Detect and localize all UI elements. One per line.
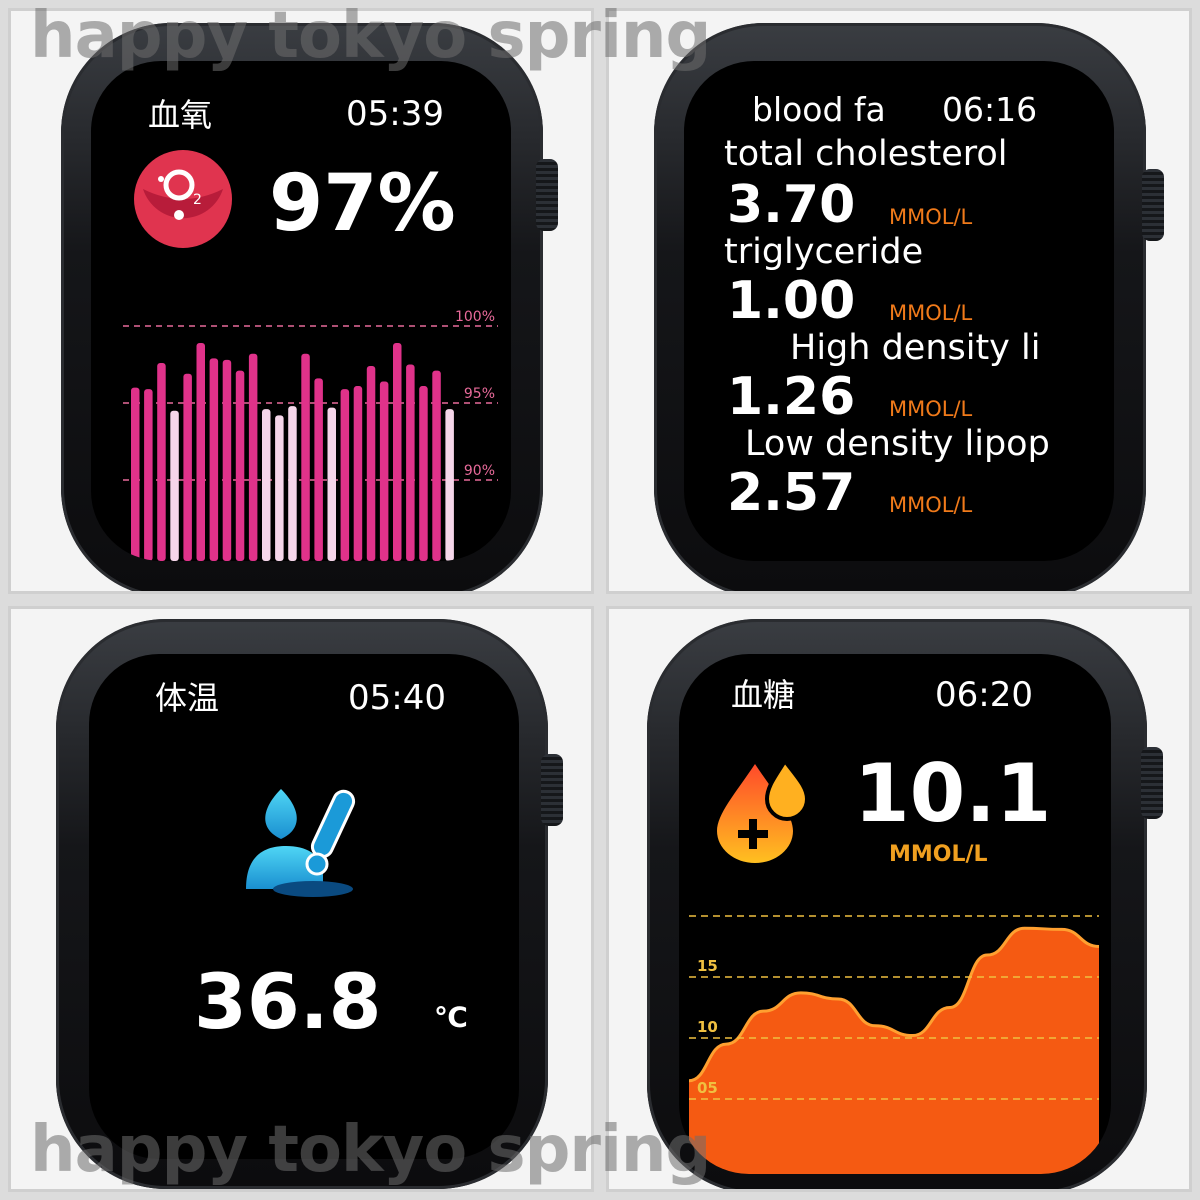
item-unit: MMOL/L — [889, 493, 973, 517]
bar — [432, 370, 441, 561]
screen-title: blood fa — [752, 90, 886, 129]
bar — [222, 359, 232, 561]
spo2-value: 97% — [269, 159, 456, 249]
item-label: triglyceride — [724, 232, 924, 272]
area-fill — [689, 928, 1099, 1174]
bar — [327, 407, 336, 561]
digital-crown[interactable] — [536, 159, 558, 231]
item-value: 1.26 — [727, 367, 856, 427]
body-thermometer-icon — [241, 784, 371, 899]
digital-crown[interactable] — [1142, 169, 1164, 241]
bar — [340, 389, 350, 561]
screen-time: 05:40 — [348, 678, 446, 718]
temperature-value: 36.8 — [194, 957, 382, 1046]
item-unit: MMOL/L — [889, 301, 973, 325]
watermark-bottom: happy tokyo spring — [30, 1113, 711, 1187]
panel-temperature: 体温 05:40 36.8 ℃ — [8, 606, 594, 1192]
y-tick-label: 05 — [697, 1079, 718, 1097]
bar — [419, 386, 428, 561]
item-label: High density li — [790, 328, 1041, 368]
watch-screen: 血氧 05:39 2 97% 100% 95% 90% — [91, 61, 511, 561]
bar — [183, 373, 192, 561]
panel-spo2: 血氧 05:39 2 97% 100% 95% 90% — [8, 8, 594, 594]
digital-crown[interactable] — [541, 754, 563, 826]
bar — [196, 342, 205, 561]
bar — [445, 409, 454, 561]
bar — [131, 387, 140, 561]
bar — [314, 378, 323, 561]
item-unit: MMOL/L — [889, 397, 973, 421]
svg-text:2: 2 — [193, 192, 202, 208]
watch-screen: blood fa 06:16 total cholesterol 3.70 MM… — [684, 61, 1114, 561]
panel-glucose: 血糖 06:20 10.1 MMOL/L 15 10 05 — [606, 606, 1192, 1192]
bar — [235, 370, 245, 561]
screen-time: 05:39 — [346, 94, 444, 134]
glucose-value: 10.1 — [854, 747, 1052, 840]
bar — [262, 409, 271, 561]
blood-drop-plus-icon — [713, 757, 813, 864]
screen-title: 体温 — [155, 679, 220, 717]
bar — [379, 381, 389, 561]
oxygen-o2-icon: 2 — [133, 149, 233, 249]
digital-crown[interactable] — [1141, 747, 1163, 819]
y-tick-label: 90% — [464, 463, 495, 479]
item-value: 2.57 — [727, 463, 856, 523]
y-tick-label: 15 — [697, 957, 718, 975]
glucose-area-chart: 15 10 05 — [688, 915, 1100, 1174]
y-tick-label: 100% — [455, 309, 495, 325]
spo2-bar-chart: 100% 95% 90% — [123, 309, 498, 561]
bar — [157, 362, 166, 561]
item-label: Low density lipop — [745, 424, 1050, 464]
bar — [301, 353, 310, 561]
screen-time: 06:20 — [935, 675, 1033, 715]
item-value: 1.00 — [727, 271, 856, 331]
watch-screen: 体温 05:40 36.8 ℃ — [89, 654, 519, 1159]
item-value: 3.70 — [727, 175, 856, 235]
screen-time: 06:16 — [942, 90, 1038, 129]
y-tick-label: 95% — [464, 386, 495, 402]
panel-blood-fat: blood fa 06:16 total cholesterol 3.70 MM… — [606, 8, 1192, 594]
bar — [170, 410, 179, 561]
bar — [366, 366, 376, 561]
screen-title: 血糖 — [731, 676, 796, 714]
item-label: total cholesterol — [724, 134, 1008, 174]
watermark-top: happy tokyo spring — [30, 0, 711, 73]
watch-screen: 血糖 06:20 10.1 MMOL/L 15 10 05 — [679, 654, 1111, 1174]
bar — [248, 353, 258, 561]
bar — [288, 406, 297, 561]
bar — [275, 415, 284, 561]
bar — [406, 364, 415, 561]
item-unit: MMOL/L — [889, 205, 973, 229]
bar — [353, 386, 363, 561]
y-tick-label: 10 — [697, 1018, 718, 1036]
bar — [209, 358, 219, 561]
temperature-unit: ℃ — [434, 1001, 468, 1034]
glucose-unit: MMOL/L — [889, 842, 988, 867]
screen-title: 血氧 — [148, 96, 213, 134]
bar — [393, 342, 402, 561]
area-line — [688, 926, 1100, 1083]
bar — [144, 389, 153, 561]
